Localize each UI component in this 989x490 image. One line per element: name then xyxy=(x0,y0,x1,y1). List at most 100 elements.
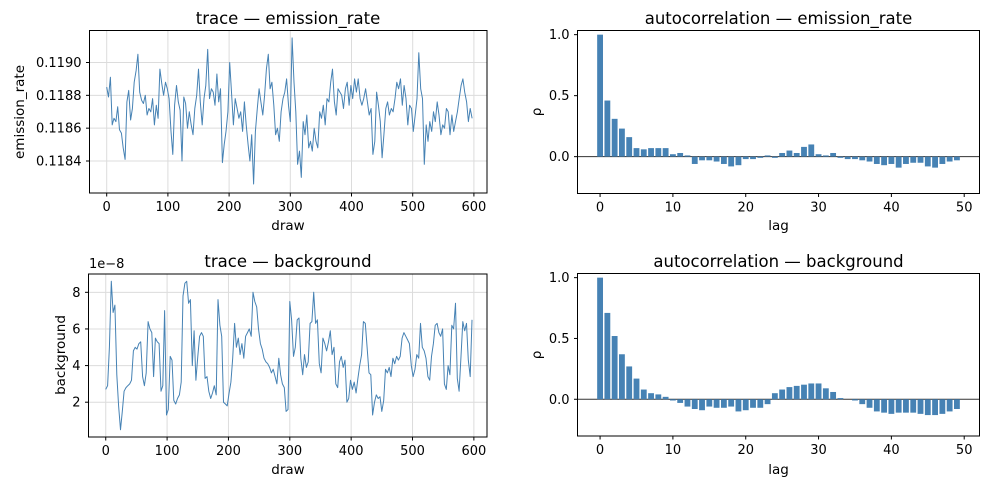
acf-bar xyxy=(786,150,793,157)
ticks-trace-emission-rate xyxy=(86,62,475,197)
axes-spines xyxy=(89,30,488,194)
y-tick-label: 4 xyxy=(72,359,80,374)
acf-bar xyxy=(728,399,735,407)
acf-bar xyxy=(633,378,640,400)
acf-bar xyxy=(939,399,946,414)
x-tick-label: 30 xyxy=(810,200,827,215)
acf-bar xyxy=(939,156,946,164)
acf-bar xyxy=(830,152,837,157)
acf-bar xyxy=(771,393,778,400)
acf-bar xyxy=(713,156,720,162)
acf-bar xyxy=(808,383,815,400)
tick-labels-trace-emission-rate: 0 100 200 300 400 500 600 0.1184 0.1186 0.1188 0.1… xyxy=(36,56,486,215)
x-tick-label: 500 xyxy=(400,444,425,459)
bars-acf-emission-rate xyxy=(597,34,960,168)
acf-bar xyxy=(910,399,917,413)
acf-bar xyxy=(830,391,837,400)
x-tick-label: 10 xyxy=(665,443,682,458)
acf-bar xyxy=(808,144,815,157)
x-tick-label: 400 xyxy=(339,200,364,215)
acf-bar xyxy=(619,354,625,400)
x-tick-label: 200 xyxy=(217,200,242,215)
acf-bar xyxy=(837,156,844,158)
acf-bar xyxy=(677,399,684,403)
acf-bar xyxy=(662,148,669,157)
axes-spines xyxy=(88,273,488,438)
acf-bar xyxy=(742,156,749,160)
acf-bar xyxy=(720,399,727,408)
acf-bar xyxy=(735,156,742,166)
y-tick-label: 0.0 xyxy=(549,393,570,408)
acf-bar xyxy=(611,118,618,157)
acf-bar xyxy=(822,388,829,400)
acf-bar xyxy=(713,399,720,408)
x-tick-label: 0 xyxy=(102,444,110,459)
acf-bar xyxy=(633,148,640,157)
chart-acf-background: 0 10 20 30 40 50 0.0 0.5 1.0 xyxy=(549,271,980,458)
x-tick-label: 40 xyxy=(883,200,900,215)
y-axis-label-background: background xyxy=(53,315,69,395)
acf-bar xyxy=(881,156,888,166)
acf-bar xyxy=(677,152,684,157)
acf-bar xyxy=(786,387,793,400)
acf-bar xyxy=(779,389,786,400)
x-tick-label: 0 xyxy=(596,200,604,215)
acf-bar xyxy=(924,156,931,167)
acf-bar xyxy=(706,399,713,407)
chart-title-acf-emission-rate: autocorrelation — emission_rate xyxy=(644,9,913,28)
acf-bar xyxy=(691,399,698,409)
y-tick-label: 8 xyxy=(72,286,80,301)
y-tick-label: 1.0 xyxy=(549,28,570,43)
acf-bar xyxy=(881,399,888,413)
acf-bar xyxy=(669,154,676,157)
acf-bar xyxy=(669,399,676,401)
acf-bar xyxy=(822,155,829,157)
chart-title-acf-background: autocorrelation — background xyxy=(653,252,904,271)
acf-bar xyxy=(619,128,625,157)
x-axis-label-acf-background: lag xyxy=(768,462,789,478)
y-tick-label: 1.0 xyxy=(549,271,570,286)
ticks-acf-emission-rate xyxy=(574,34,965,197)
x-tick-label: 0 xyxy=(596,443,604,458)
acf-bar xyxy=(764,399,771,405)
x-tick-label: 50 xyxy=(956,200,973,215)
acf-bar xyxy=(852,156,858,160)
acf-bar xyxy=(946,156,953,162)
acf-bar xyxy=(873,156,880,164)
x-tick-label: 20 xyxy=(737,200,754,215)
acf-bar xyxy=(728,156,735,167)
x-tick-label: 40 xyxy=(883,443,900,458)
grid-trace-background xyxy=(88,274,487,437)
acf-bar xyxy=(895,399,902,413)
acf-bar xyxy=(684,399,691,407)
acf-bar xyxy=(757,399,764,408)
acf-bar xyxy=(771,156,778,158)
y-tick-label: 0.1186 xyxy=(36,122,82,137)
acf-bar xyxy=(735,399,742,412)
chart-trace-emission-rate: 0 100 200 300 400 500 600 0.1184 0.1186 0.1188 0.1… xyxy=(36,30,488,215)
x-axis-label-trace-emission-rate: draw xyxy=(271,218,305,234)
axes-spines xyxy=(577,30,980,194)
y-axis-offset-label: 1e−8 xyxy=(89,257,125,272)
acf-bar xyxy=(793,152,800,157)
y-tick-label: 0.0 xyxy=(549,150,570,165)
acf-bar xyxy=(640,389,647,400)
chart-trace-background: 0 100 200 300 400 500 600 2 4 6 8 xyxy=(72,273,488,459)
acf-bar xyxy=(655,148,662,157)
x-tick-label: 50 xyxy=(956,443,973,458)
acf-bar xyxy=(597,277,603,400)
acf-bar xyxy=(859,399,866,405)
acf-bar xyxy=(720,156,727,164)
acf-bar xyxy=(597,34,603,157)
y-tick-label: 0.1184 xyxy=(36,154,82,169)
acf-bar xyxy=(640,149,647,157)
x-tick-label: 300 xyxy=(277,444,302,459)
chart-title-trace-background: trace — background xyxy=(204,252,372,271)
x-tick-label: 10 xyxy=(665,200,682,215)
acf-bar xyxy=(655,394,662,400)
acf-bar xyxy=(932,399,938,416)
acf-bar xyxy=(932,156,938,168)
acf-bar xyxy=(764,155,771,157)
